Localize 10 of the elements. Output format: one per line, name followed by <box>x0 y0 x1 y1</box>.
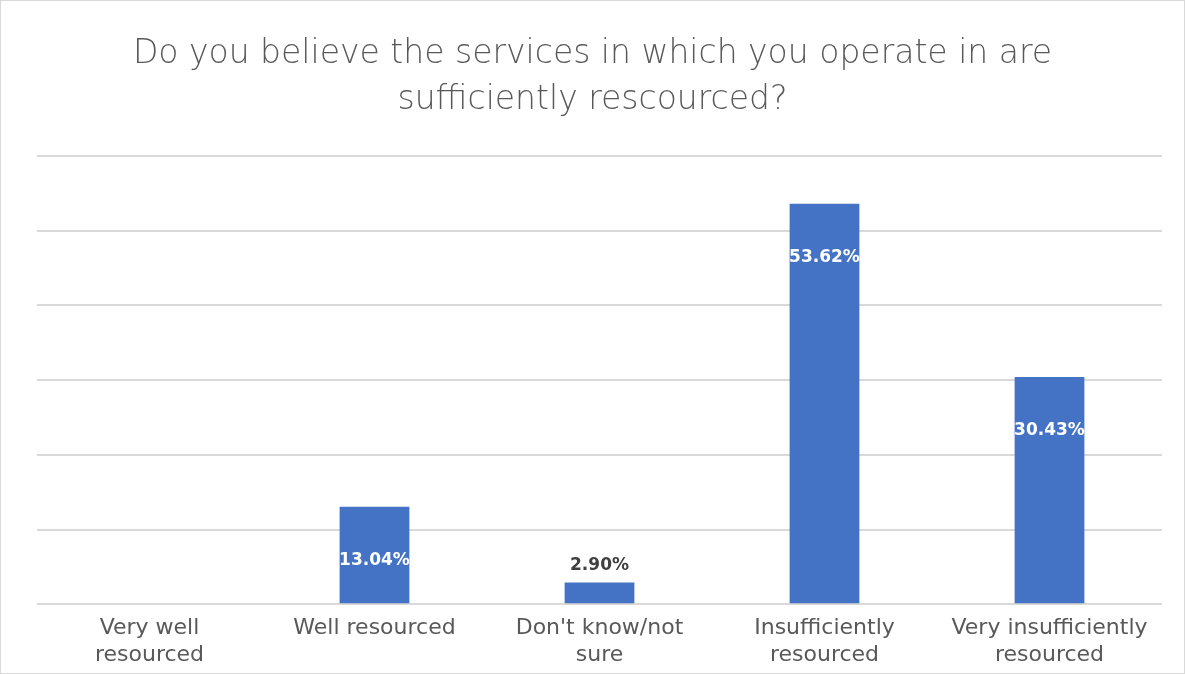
chart-title: Do you believe the services in which you operate in are sufficiently rescourced? <box>131 31 1054 119</box>
x-tick-label: Well resourced <box>293 614 456 640</box>
bar <box>1014 376 1085 604</box>
bar <box>789 203 860 604</box>
x-tick-label: Very insufficiently resourced <box>951 614 1148 666</box>
bar <box>564 582 635 604</box>
x-tick-label: Don't know/not sure <box>515 614 684 666</box>
x-tick-label: Insufficiently resourced <box>754 614 895 666</box>
x-tick-label: Very well resourced <box>94 614 205 666</box>
data-label: 2.90% <box>570 554 629 575</box>
